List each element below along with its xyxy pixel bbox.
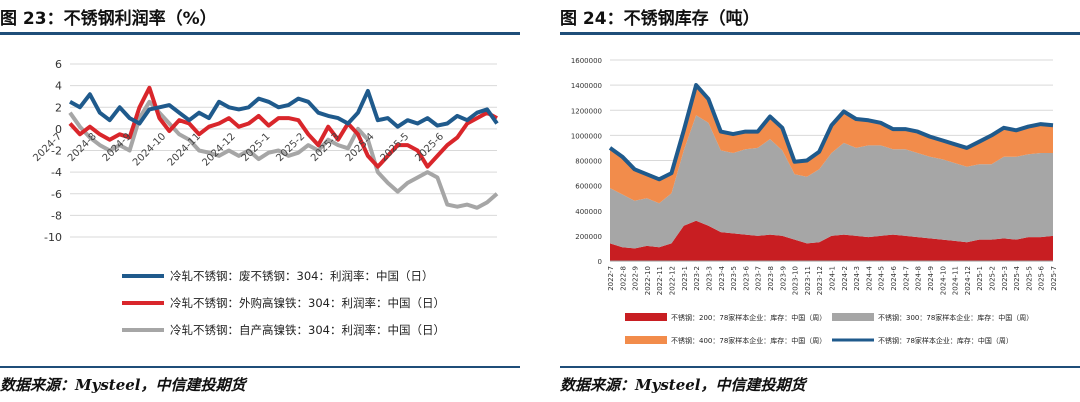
title-rule [0,32,520,35]
y-tick-label: 200000 [575,233,602,241]
x-tick-label: 2023-9 [779,266,787,291]
y-tick-label: 1600000 [571,57,602,65]
x-tick-label: 2024-3 [853,266,861,291]
x-tick-label: 2022-10 [644,266,652,295]
x-tick-label: 2025-1 [976,266,984,291]
x-tick-label: 2023-11 [804,266,812,295]
legend-label: 不锈钢：78家样本企业：库存：中国（周） [878,336,1013,345]
legend-swatch [625,336,667,344]
figure-24-title: 图 24：不锈钢库存（吨） [560,9,760,29]
y-tick-label: -4 [51,166,62,179]
legend-swatch [625,313,667,321]
stacked-area [610,220,1053,261]
y-tick-label: -8 [51,209,62,222]
x-tick-label: 2022-11 [656,266,664,295]
x-tick-label: 2024-6 [890,265,898,290]
x-tick-label: 2023-5 [730,266,738,291]
series-line [69,89,499,129]
x-tick-label: 2024-12 [200,131,237,168]
legend-label: 冷轧不锈钢：废不锈钢：304：利润率：中国（日） [170,269,433,283]
x-tick-label: 2025-5 [1025,266,1033,291]
legend-label: 不锈钢：200：78家样本企业：库存：中国（周） [671,313,826,322]
x-tick-label: 2025-7 [1050,266,1058,291]
x-tick-label: 2025-4 [1013,265,1021,290]
x-tick-label: 2023-4 [718,265,726,290]
y-tick-label: -10 [44,231,62,244]
legend-label: 不锈钢：300：78家样本企业：库存：中国（周） [878,313,1033,322]
x-tick-label: 2023-6 [742,265,750,290]
figure-23-title: 图 23：不锈钢利润率（%） [0,9,217,29]
x-tick-label: 2024-10 [131,131,168,168]
legend-label: 冷轧不锈钢：自产高镍铁：304：利润率：中国（日） [170,323,445,337]
x-tick-label: 2023-2 [693,266,701,291]
x-tick-label: 2024-4 [865,265,873,290]
x-tick-label: 2024-1 [829,266,837,291]
x-tick-label: 2025-5 [379,131,412,164]
x-tick-label: 2023-3 [705,266,713,291]
x-tick-label: 2023-12 [816,266,824,295]
y-tick-label: 0 [598,258,602,266]
x-tick-label: 2022-9 [632,266,640,291]
left-figure-panel: 图 23：不锈钢利润率（%） 6 4 2 0 -2 -4 -6 -8 -10 2024-7 2024… [0,0,520,402]
series-line [68,85,498,169]
x-tick-label: 2025-2 [988,266,996,291]
inventory-chart: 0 200000 400000 600000 800000 1000000 1200000 1… [571,57,1058,345]
x-tick-label: 2024-5 [878,266,886,291]
x-tick-label: 2024-2 [841,266,849,291]
x-tick-label: 2025-3 [1001,266,1009,291]
x-tick-label: 2024-10 [939,266,947,295]
series-line [68,99,499,210]
x-tick-label: 2025-6 [413,131,446,164]
x-tick-label: 2024-7 [902,266,910,291]
x-tick-label: 2022-12 [669,266,677,295]
y-tick-label: 4 [55,80,62,93]
y-tick-label: 600000 [575,183,602,191]
x-tick-label: 2024-9 [927,266,935,291]
y-tick-label: 400000 [575,208,602,216]
y-tick-label: 800000 [575,158,602,166]
figure-23-source: 数据来源：Mysteel，中信建投期货 [0,376,246,394]
legend-swatch [832,313,874,321]
y-tick-label: 1000000 [571,132,602,140]
x-tick-label: 2024-11 [952,266,960,295]
x-tick-label: 2024-12 [964,266,972,295]
y-tick-label: -6 [51,188,62,201]
legend-label: 不锈钢：400：78家样本企业：库存：中国（周） [671,336,826,345]
y-tick-label: 1200000 [571,107,602,115]
y-tick-label: 2 [55,101,62,114]
figure-24-source: 数据来源：Mysteel，中信建投期货 [560,376,806,394]
right-figure-panel: 图 24：不锈钢库存（吨） 0 200000 400000 600000 800000 1… [560,0,1080,402]
x-tick-label: 2022-8 [619,266,627,291]
x-tick-label: 2023-10 [792,266,800,295]
stacked-area [610,85,1053,204]
legend-label: 冷轧不锈钢：外购高镍铁：304：利润率：中国（日） [170,296,445,310]
x-tick-label: 2023-8 [767,266,775,291]
x-tick-label: 2023-7 [755,266,763,291]
stacked-area [610,115,1053,249]
y-tick-label: 1400000 [571,82,602,90]
source-rule [0,366,520,368]
source-rule [560,366,1080,368]
y-tick-label: 6 [55,58,62,71]
x-tick-label: 2024-8 [915,266,923,291]
x-tick-label: 2024-8 [66,131,99,164]
x-tick-label: 2025-6 [1038,265,1046,290]
total-line [608,83,1054,182]
x-tick-label: 2023-1 [681,266,689,291]
x-tick-label: 2022-7 [607,266,615,291]
y-tick-label: -2 [51,145,62,158]
y-tick-label: 0 [55,123,62,136]
title-rule [560,32,1080,35]
